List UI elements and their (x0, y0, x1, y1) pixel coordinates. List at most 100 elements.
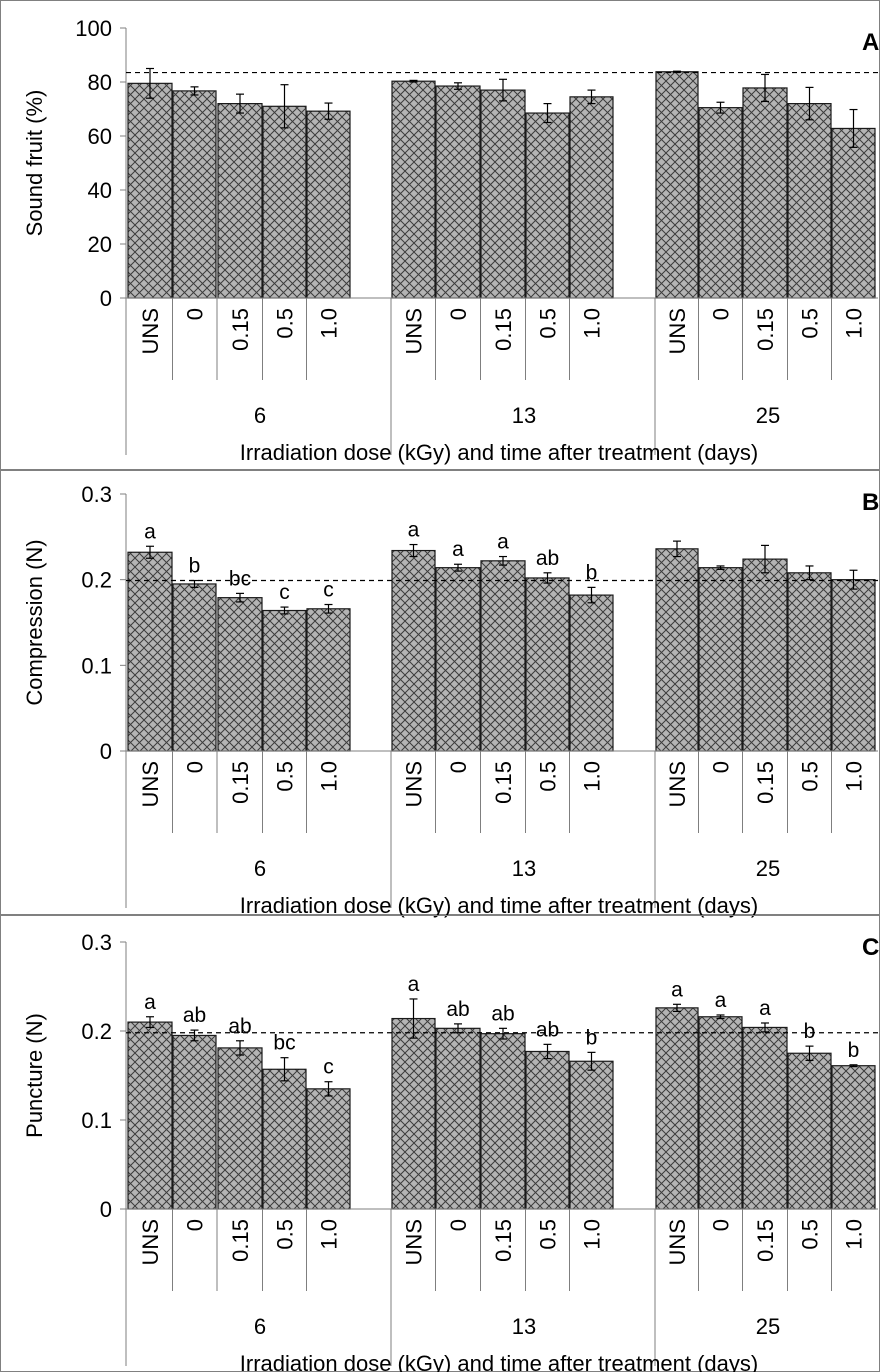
error-bar (849, 108, 858, 148)
group-label: 25 (756, 1314, 780, 1339)
category-label: UNS (402, 308, 427, 354)
category-label: 0 (709, 308, 734, 320)
bar[interactable] (569, 594, 614, 752)
bar[interactable] (262, 609, 307, 752)
bar[interactable] (831, 127, 876, 299)
y-tick-label: 0.1 (81, 653, 112, 678)
bar[interactable] (698, 107, 743, 299)
error-bar (454, 82, 462, 90)
bar[interactable] (655, 71, 699, 299)
panel-letter: B (862, 489, 879, 516)
error-bar (499, 78, 507, 102)
significance-letter: a (759, 997, 771, 1020)
error-bar (587, 586, 596, 604)
category-label: UNS (665, 761, 690, 807)
category-label: 0.15 (491, 1219, 516, 1262)
bar[interactable] (787, 102, 832, 299)
significance-letter: a (408, 519, 420, 542)
bar[interactable] (172, 1034, 217, 1210)
error-bar (716, 101, 725, 114)
bar[interactable] (127, 82, 173, 299)
significance-letter: ab (536, 547, 559, 570)
bar[interactable] (698, 1016, 743, 1210)
bar[interactable] (480, 1033, 526, 1210)
bar[interactable] (831, 579, 876, 752)
bar[interactable] (217, 102, 263, 299)
group-label: 25 (756, 403, 780, 428)
category-label: 0.5 (536, 1219, 561, 1250)
category-label: UNS (665, 1219, 690, 1265)
bar[interactable] (306, 1088, 351, 1210)
category-label: 0.15 (753, 1219, 778, 1262)
y-tick-label: 20 (88, 232, 112, 257)
bar[interactable] (127, 1021, 173, 1210)
error-bar (543, 1043, 552, 1060)
error-bar (849, 1064, 858, 1068)
bar[interactable] (787, 572, 832, 752)
error-bar (543, 102, 552, 124)
category-label: 1.0 (842, 1219, 867, 1250)
bar[interactable] (525, 112, 570, 299)
bar[interactable] (435, 1027, 481, 1210)
bar[interactable] (742, 1026, 788, 1210)
bar[interactable] (525, 1050, 570, 1210)
bar[interactable] (435, 85, 481, 299)
y-axis-label: Puncture (N) (22, 1013, 47, 1138)
significance-letter: ab (228, 1015, 251, 1038)
bar[interactable] (742, 558, 788, 752)
group-label: 25 (756, 856, 780, 881)
category-label: 0 (446, 308, 471, 320)
error-bar (805, 86, 814, 121)
bar[interactable] (127, 551, 173, 752)
y-tick-label: 40 (88, 178, 112, 203)
category-label: UNS (665, 308, 690, 354)
category-label: 0.15 (491, 761, 516, 804)
bar[interactable] (698, 567, 743, 752)
bar[interactable] (569, 1060, 614, 1210)
category-label: 1.0 (580, 308, 605, 339)
error-bar (761, 73, 769, 103)
category-label: 0.5 (798, 1219, 823, 1250)
error-bar (849, 569, 858, 590)
y-tick-label: 0.3 (81, 482, 112, 507)
significance-letter: ab (491, 1002, 514, 1025)
bar[interactable] (217, 1047, 263, 1210)
significance-letter: c (323, 579, 334, 602)
bar[interactable] (435, 567, 481, 752)
bar[interactable] (742, 87, 788, 299)
category-label: 0 (183, 308, 208, 320)
bar[interactable] (306, 608, 351, 752)
category-label: 1.0 (580, 1219, 605, 1250)
y-tick-label: 0.2 (81, 568, 112, 593)
bar[interactable] (655, 1007, 699, 1210)
error-bar (499, 555, 507, 566)
bar[interactable] (569, 96, 614, 299)
category-label: 0.5 (273, 308, 298, 339)
category-label: UNS (402, 761, 427, 807)
bar[interactable] (831, 1065, 876, 1210)
error-bar (146, 67, 154, 99)
bar[interactable] (655, 548, 699, 752)
y-axis-label: Sound fruit (%) (22, 90, 47, 237)
error-bar (236, 93, 244, 114)
bar[interactable] (787, 1052, 832, 1210)
error-bar (409, 79, 418, 83)
category-label: 0.5 (536, 308, 561, 339)
category-label: 0.15 (228, 761, 253, 804)
bar[interactable] (525, 577, 570, 752)
bar[interactable] (306, 110, 351, 299)
bar[interactable] (480, 560, 526, 752)
error-bar (280, 84, 289, 129)
bar[interactable] (391, 80, 436, 299)
category-label: UNS (138, 308, 163, 354)
bar[interactable] (391, 1017, 436, 1210)
bar[interactable] (172, 90, 217, 299)
bar[interactable] (262, 105, 307, 299)
category-label: 0.15 (753, 761, 778, 804)
bar[interactable] (480, 89, 526, 299)
bar[interactable] (217, 597, 263, 752)
bar[interactable] (262, 1068, 307, 1210)
bar[interactable] (172, 583, 217, 752)
